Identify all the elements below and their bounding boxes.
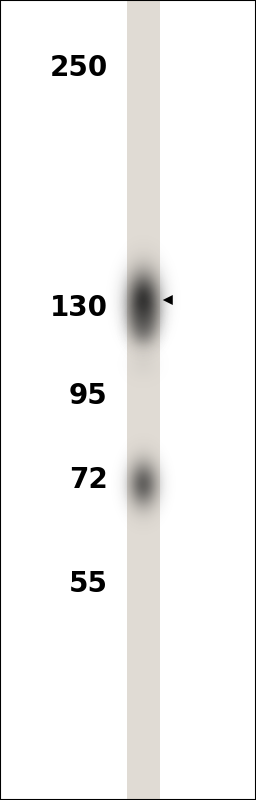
Text: 72: 72 xyxy=(69,466,108,494)
Text: 55: 55 xyxy=(69,570,108,598)
Text: 250: 250 xyxy=(49,54,108,82)
Text: 95: 95 xyxy=(69,382,108,410)
Bar xyxy=(127,0,160,800)
Text: 130: 130 xyxy=(49,294,108,322)
